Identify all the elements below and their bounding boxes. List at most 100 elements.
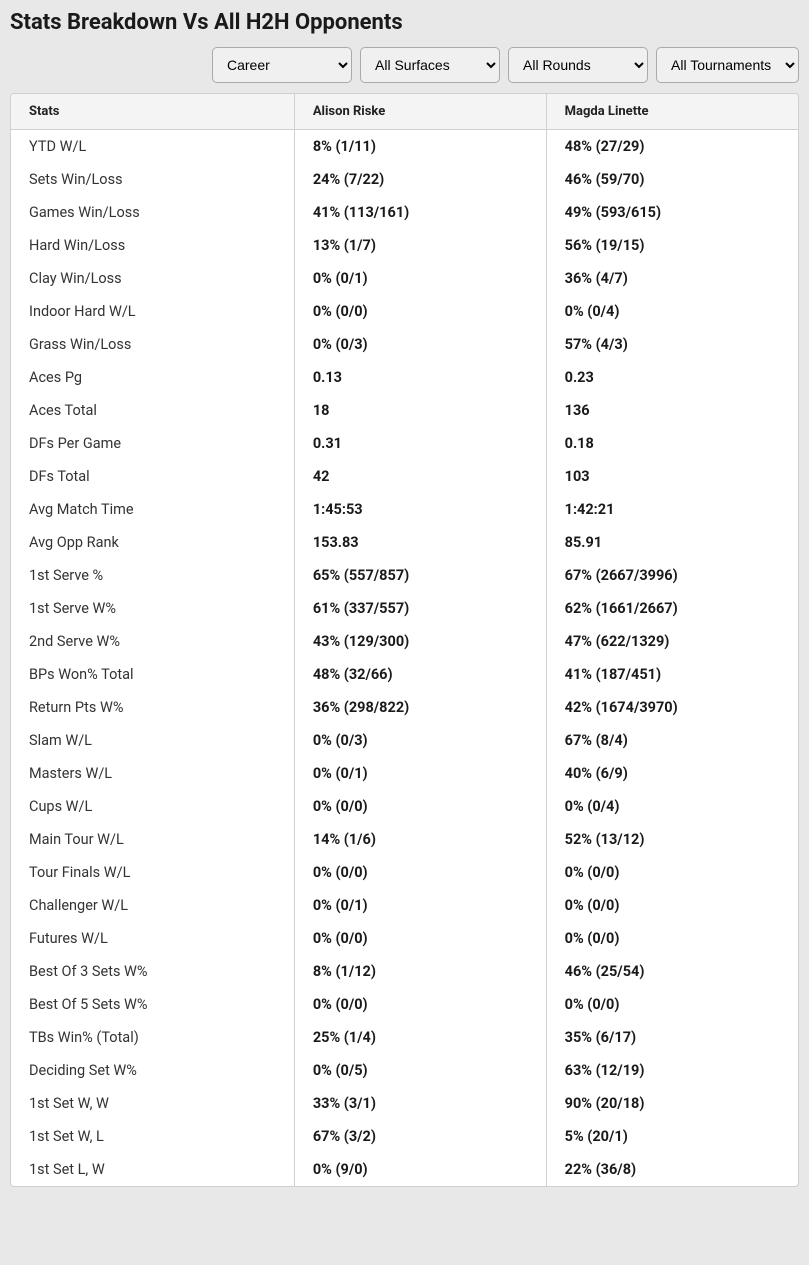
table-row: Avg Opp Rank153.8385.91 xyxy=(11,526,798,559)
table-row: Return Pts W%36% (298/822)42% (1674/3970… xyxy=(11,691,798,724)
stat-player1-value: 25% (1/4) xyxy=(294,1021,546,1054)
stat-player1-value: 0% (9/0) xyxy=(294,1153,546,1186)
header-player2: Magda Linette xyxy=(546,94,798,130)
table-row: Aces Total18136 xyxy=(11,394,798,427)
table-row: Best Of 5 Sets W%0% (0/0)0% (0/0) xyxy=(11,988,798,1021)
stat-player1-value: 0% (0/1) xyxy=(294,757,546,790)
stat-label: Aces Pg xyxy=(11,361,294,394)
stat-player1-value: 14% (1/6) xyxy=(294,823,546,856)
stat-player1-value: 65% (557/857) xyxy=(294,559,546,592)
stat-label: Futures W/L xyxy=(11,922,294,955)
stat-player2-value: 35% (6/17) xyxy=(546,1021,798,1054)
stat-player2-value: 46% (25/54) xyxy=(546,955,798,988)
stat-player2-value: 41% (187/451) xyxy=(546,658,798,691)
table-row: Grass Win/Loss0% (0/3)57% (4/3) xyxy=(11,328,798,361)
stat-label: Games Win/Loss xyxy=(11,196,294,229)
stat-player2-value: 52% (13/12) xyxy=(546,823,798,856)
stat-player1-value: 13% (1/7) xyxy=(294,229,546,262)
stat-player1-value: 36% (298/822) xyxy=(294,691,546,724)
period-select[interactable]: Career xyxy=(212,47,352,83)
table-row: 1st Set L, W0% (9/0)22% (36/8) xyxy=(11,1153,798,1186)
table-row: Avg Match Time1:45:531:42:21 xyxy=(11,493,798,526)
stat-player1-value: 43% (129/300) xyxy=(294,625,546,658)
stat-label: Avg Opp Rank xyxy=(11,526,294,559)
table-row: TBs Win% (Total)25% (1/4)35% (6/17) xyxy=(11,1021,798,1054)
stat-label: YTD W/L xyxy=(11,130,294,164)
stat-player1-value: 0% (0/3) xyxy=(294,724,546,757)
table-row: 2nd Serve W%43% (129/300)47% (622/1329) xyxy=(11,625,798,658)
stat-player2-value: 67% (2667/3996) xyxy=(546,559,798,592)
table-header-row: Stats Alison Riske Magda Linette xyxy=(11,94,798,130)
stat-player1-value: 33% (3/1) xyxy=(294,1087,546,1120)
stat-player1-value: 18 xyxy=(294,394,546,427)
stat-player1-value: 24% (7/22) xyxy=(294,163,546,196)
stat-player2-value: 67% (8/4) xyxy=(546,724,798,757)
table-row: Games Win/Loss41% (113/161)49% (593/615) xyxy=(11,196,798,229)
stat-player1-value: 0% (0/1) xyxy=(294,889,546,922)
stat-label: DFs Per Game xyxy=(11,427,294,460)
table-row: Best Of 3 Sets W%8% (1/12)46% (25/54) xyxy=(11,955,798,988)
stat-player1-value: 0% (0/0) xyxy=(294,988,546,1021)
stat-player2-value: 0% (0/4) xyxy=(546,790,798,823)
table-row: Clay Win/Loss0% (0/1)36% (4/7) xyxy=(11,262,798,295)
stat-label: 1st Set W, W xyxy=(11,1087,294,1120)
stat-player1-value: 0% (0/0) xyxy=(294,856,546,889)
stat-player2-value: 0% (0/0) xyxy=(546,889,798,922)
stat-label: Aces Total xyxy=(11,394,294,427)
table-row: Aces Pg0.130.23 xyxy=(11,361,798,394)
table-row: BPs Won% Total48% (32/66)41% (187/451) xyxy=(11,658,798,691)
stat-label: 1st Serve % xyxy=(11,559,294,592)
stat-player2-value: 46% (59/70) xyxy=(546,163,798,196)
header-stats: Stats xyxy=(11,94,294,130)
stat-label: Masters W/L xyxy=(11,757,294,790)
table-row: DFs Total42103 xyxy=(11,460,798,493)
stat-player2-value: 85.91 xyxy=(546,526,798,559)
table-row: Main Tour W/L14% (1/6)52% (13/12) xyxy=(11,823,798,856)
stat-player1-value: 48% (32/66) xyxy=(294,658,546,691)
stat-player1-value: 153.83 xyxy=(294,526,546,559)
stat-player1-value: 0% (0/0) xyxy=(294,922,546,955)
stat-player2-value: 62% (1661/2667) xyxy=(546,592,798,625)
stat-player1-value: 42 xyxy=(294,460,546,493)
stat-player2-value: 63% (12/19) xyxy=(546,1054,798,1087)
table-row: Masters W/L0% (0/1)40% (6/9) xyxy=(11,757,798,790)
stat-player1-value: 41% (113/161) xyxy=(294,196,546,229)
stat-label: Clay Win/Loss xyxy=(11,262,294,295)
table-row: Tour Finals W/L0% (0/0)0% (0/0) xyxy=(11,856,798,889)
stat-player2-value: 136 xyxy=(546,394,798,427)
stat-player1-value: 0% (0/0) xyxy=(294,790,546,823)
page-title: Stats Breakdown Vs All H2H Opponents xyxy=(10,10,799,35)
table-row: 1st Set W, L67% (3/2)5% (20/1) xyxy=(11,1120,798,1153)
stat-label: Indoor Hard W/L xyxy=(11,295,294,328)
stat-player2-value: 0% (0/0) xyxy=(546,856,798,889)
filters-bar: Career All Surfaces All Rounds All Tourn… xyxy=(10,47,799,83)
stat-player1-value: 0% (0/3) xyxy=(294,328,546,361)
stat-label: Best Of 5 Sets W% xyxy=(11,988,294,1021)
stat-player1-value: 8% (1/12) xyxy=(294,955,546,988)
table-row: Indoor Hard W/L0% (0/0)0% (0/4) xyxy=(11,295,798,328)
stat-label: Slam W/L xyxy=(11,724,294,757)
table-row: Sets Win/Loss24% (7/22)46% (59/70) xyxy=(11,163,798,196)
table-row: Challenger W/L0% (0/1)0% (0/0) xyxy=(11,889,798,922)
table-row: Slam W/L0% (0/3)67% (8/4) xyxy=(11,724,798,757)
stat-label: Cups W/L xyxy=(11,790,294,823)
round-select[interactable]: All Rounds xyxy=(508,47,648,83)
table-row: Hard Win/Loss13% (1/7)56% (19/15) xyxy=(11,229,798,262)
stat-player1-value: 8% (1/11) xyxy=(294,130,546,164)
header-player1: Alison Riske xyxy=(294,94,546,130)
stat-player2-value: 5% (20/1) xyxy=(546,1120,798,1153)
table-row: YTD W/L8% (1/11)48% (27/29) xyxy=(11,130,798,164)
surface-select[interactable]: All Surfaces xyxy=(360,47,500,83)
stat-label: Deciding Set W% xyxy=(11,1054,294,1087)
table-row: DFs Per Game0.310.18 xyxy=(11,427,798,460)
table-row: Deciding Set W%0% (0/5)63% (12/19) xyxy=(11,1054,798,1087)
stat-label: Hard Win/Loss xyxy=(11,229,294,262)
stat-label: DFs Total xyxy=(11,460,294,493)
stat-label: Sets Win/Loss xyxy=(11,163,294,196)
tournament-select[interactable]: All Tournaments xyxy=(656,47,799,83)
stat-player1-value: 0.31 xyxy=(294,427,546,460)
stat-player1-value: 0% (0/0) xyxy=(294,295,546,328)
stat-player2-value: 0% (0/4) xyxy=(546,295,798,328)
stat-player2-value: 103 xyxy=(546,460,798,493)
stat-label: Avg Match Time xyxy=(11,493,294,526)
